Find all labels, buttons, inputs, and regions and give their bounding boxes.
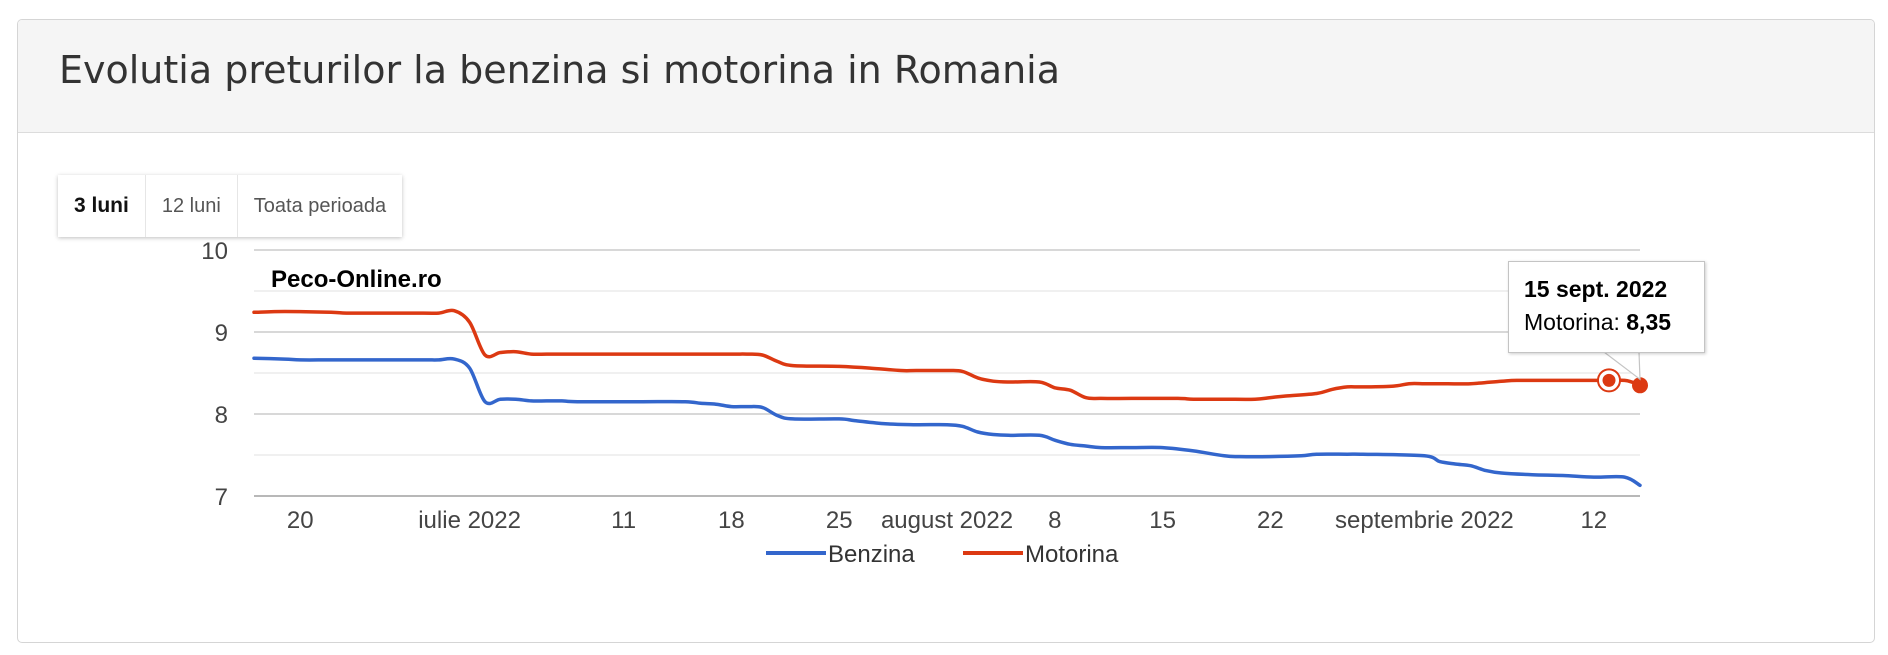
x-tick-label: 8 — [1048, 507, 1061, 534]
tooltip-value: 8,35 — [1626, 309, 1672, 335]
x-tick-label: 11 — [611, 507, 636, 534]
x-tick-label: 25 — [826, 507, 853, 534]
y-tick-label: 8 — [215, 402, 228, 429]
tooltip-date: 15 sept. 2022 — [1524, 276, 1668, 302]
tooltip-pointer — [1603, 351, 1641, 381]
panel-title: Evolutia preturilor la benzina si motori… — [59, 48, 1061, 92]
highlight-point — [1632, 377, 1648, 394]
panel-header: Evolutia preturilor la benzina si motori… — [18, 20, 1874, 133]
range-3-months-button[interactable]: 3 luni — [58, 175, 146, 237]
x-tick-label: 20 — [287, 507, 314, 534]
y-tick-label: 10 — [201, 238, 228, 265]
x-tick-label: 15 — [1149, 507, 1176, 534]
range-all-time-button[interactable]: Toata perioada — [253, 195, 387, 217]
range-12-months-button[interactable]: 12 luni — [146, 175, 238, 237]
x-tick-label: 22 — [1257, 507, 1284, 534]
hover-point — [1602, 373, 1616, 387]
x-tick-label: iulie 2022 — [418, 507, 521, 534]
legend-label-motorina: Motorina — [1025, 541, 1119, 568]
tooltip-value-row: Motorina: 8,35 — [1524, 309, 1704, 336]
x-tick-label: august 2022 — [881, 507, 1013, 534]
x-tick-label: septembrie 2022 — [1335, 507, 1514, 534]
y-tick-label: 9 — [215, 320, 228, 347]
watermark-text: Peco-Online.ro — [271, 266, 442, 293]
series-line-benzina — [252, 356, 1642, 488]
x-tick-label: 18 — [718, 507, 745, 534]
legend-label-benzina: Benzina — [828, 541, 915, 568]
tooltip-series-label: Motorina: — [1524, 309, 1620, 335]
series-line-motorina — [252, 308, 1642, 402]
range-button-group: 3 luni 12 luni Toata perioada — [58, 175, 403, 237]
chart-tooltip: 15 sept. 2022 Motorina: 8,35 — [1508, 261, 1705, 353]
x-tick-label: 12 — [1580, 507, 1607, 534]
y-tick-label: 7 — [215, 484, 228, 511]
